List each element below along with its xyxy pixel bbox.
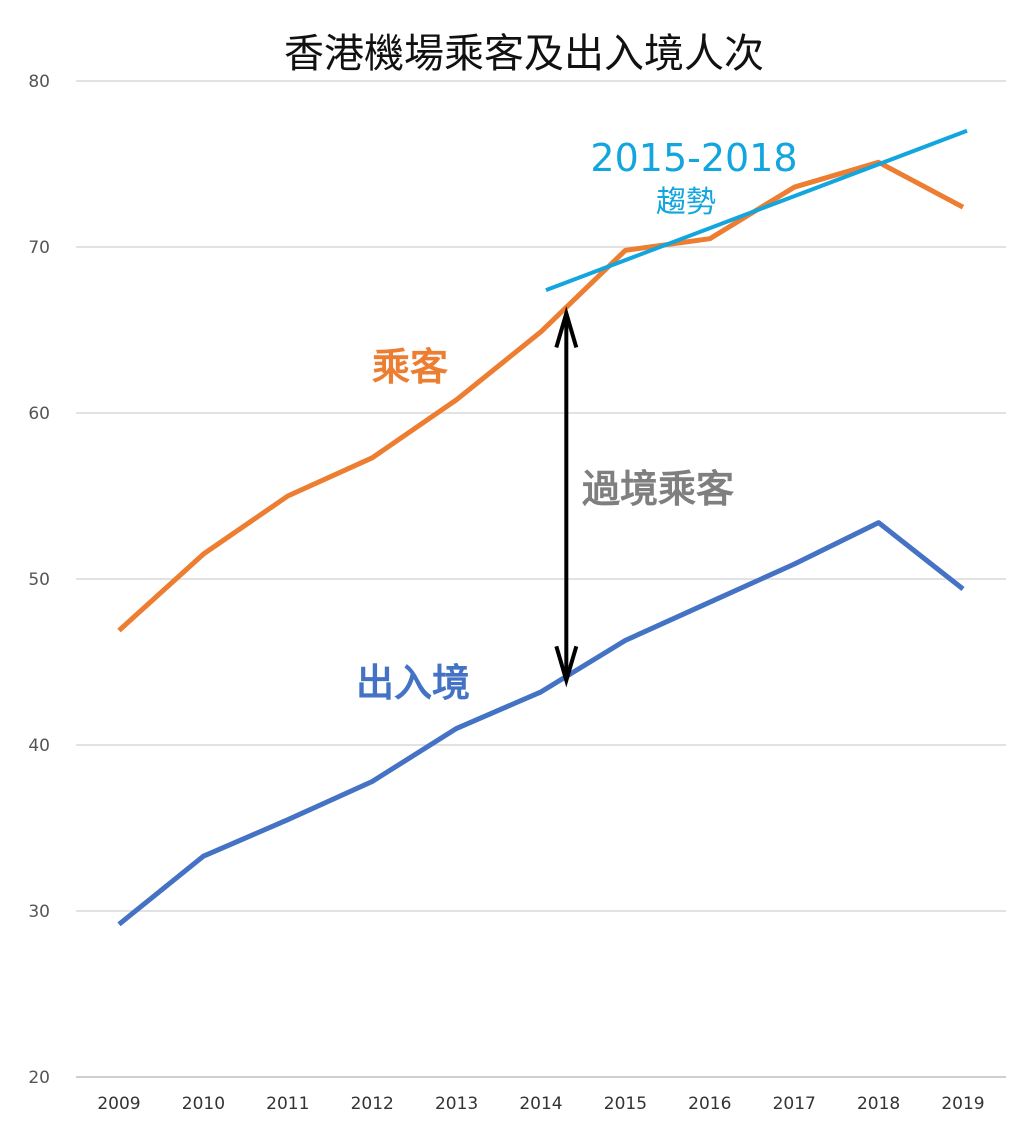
chart-title: 香港機場乘客及出入境人次 (284, 31, 764, 77)
transit-arrow-label: 過境乘客 (582, 467, 734, 511)
departure-series-label: 出入境 (356, 661, 470, 705)
transit-arrow (554, 306, 579, 688)
x-tick-label: 2010 (182, 1094, 225, 1114)
arrow-head-top (554, 306, 579, 348)
x-tick-label: 2019 (941, 1094, 984, 1114)
series-line-1 (117, 520, 965, 927)
x-tick-label: 2014 (519, 1094, 562, 1114)
arrow-head-bottom (554, 645, 579, 688)
y-tick-label: 30 (28, 902, 50, 922)
trend-label-years: 2015-2018 (590, 136, 797, 180)
x-tick-label: 2011 (266, 1094, 309, 1114)
x-tick-label: 2018 (857, 1094, 900, 1114)
x-tick-label: 2012 (351, 1094, 394, 1114)
passenger-series-label: 乘客 (372, 345, 448, 389)
y-tick-label: 20 (28, 1068, 50, 1088)
series-line-0 (117, 159, 965, 633)
x-tick-label: 2013 (435, 1094, 478, 1114)
x-tick-label: 2009 (97, 1094, 140, 1114)
y-tick-label: 50 (28, 570, 50, 590)
x-tick-label: 2016 (688, 1094, 731, 1114)
y-tick-label: 70 (28, 238, 50, 258)
y-tick-label: 80 (28, 72, 50, 92)
trendline (545, 128, 968, 293)
trend-label-text: 趨勢 (656, 185, 716, 220)
y-tick-label: 40 (28, 736, 50, 756)
y-tick-label: 60 (28, 404, 50, 424)
y-axis-ticks: 20 30 40 50 60 70 80 (28, 72, 50, 1088)
series-lines (117, 159, 965, 927)
x-tick-label: 2015 (604, 1094, 647, 1114)
x-tick-label: 2017 (773, 1094, 816, 1114)
gridlines (76, 80, 1006, 1078)
x-axis-ticks: 2009 2010 2011 2012 2013 2014 2015 2016 2017 2018… (97, 1094, 984, 1114)
